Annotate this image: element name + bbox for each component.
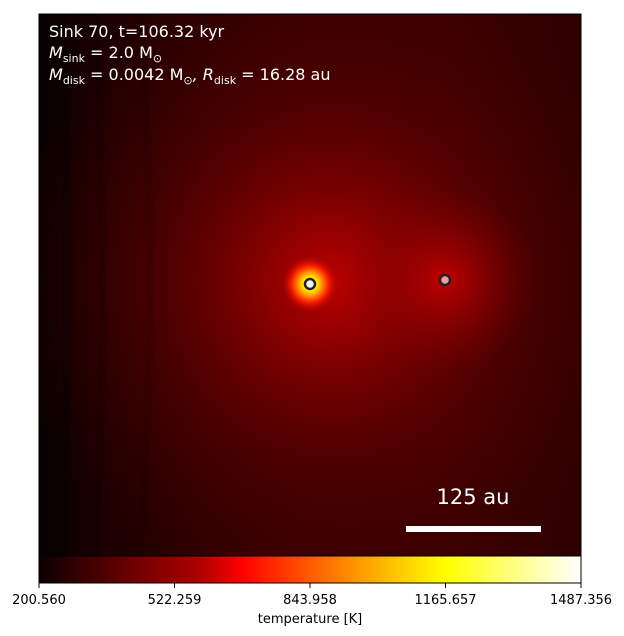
scalebar bbox=[406, 526, 541, 532]
annotation-line-2: Msink = 2.0 M⊙ bbox=[49, 43, 162, 65]
colorbar-tick-label-2: 843.958 bbox=[283, 593, 337, 608]
annotation-line-1: Sink 70, t=106.32 kyr bbox=[49, 22, 225, 41]
colorbar-tick-label-1: 522.259 bbox=[148, 593, 202, 608]
colorbar-tick-label-3: 1165.657 bbox=[414, 593, 476, 608]
scalebar-label: 125 au bbox=[437, 485, 510, 509]
annotation-line-3: Mdisk = 0.0042 M⊙, Rdisk = 16.28 au bbox=[49, 65, 330, 87]
sink-marker-secondary bbox=[438, 273, 452, 287]
colorbar-tick-label-4: 1487.356 bbox=[550, 593, 612, 608]
colorbar bbox=[38, 555, 582, 584]
colorbar-label: temperature [K] bbox=[258, 612, 363, 627]
colorbar-tick-label-0: 200.560 bbox=[12, 593, 66, 608]
colorbar-ticks: 200.560 522.259 843.958 1165.657 1487.35… bbox=[12, 583, 612, 608]
sink-marker-primary bbox=[303, 277, 317, 291]
